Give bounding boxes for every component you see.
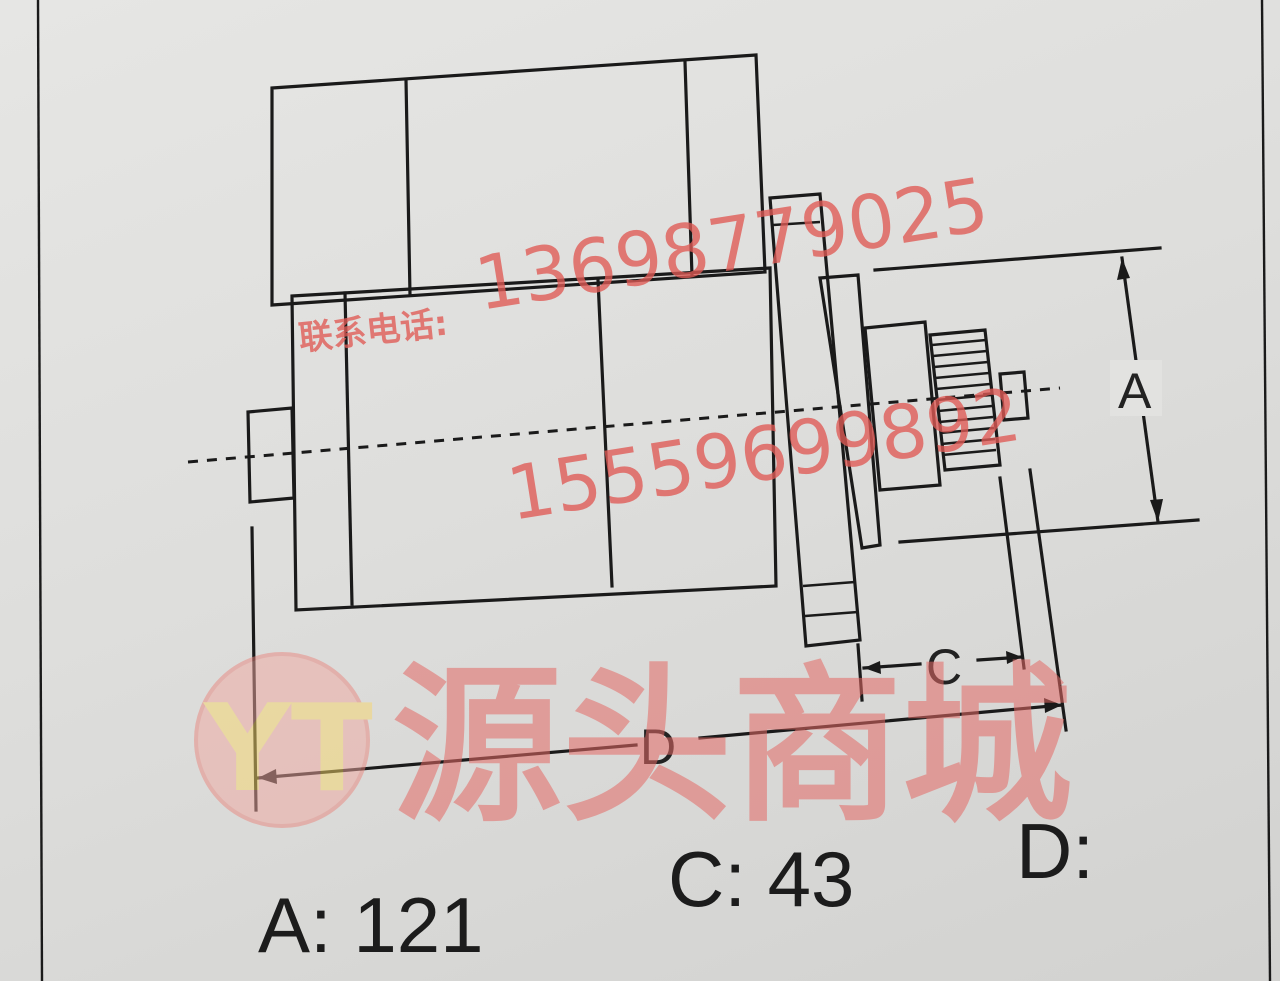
pinion-gear: [928, 328, 1002, 472]
shaft-tip: [998, 370, 1030, 422]
rear-end-cap: [246, 406, 296, 504]
value-c: C: 43: [668, 835, 854, 923]
watermark-brand: 源头商城: [392, 648, 1072, 846]
page-border-left: [36, 0, 44, 981]
page-border-right: [1260, 0, 1272, 981]
watermark-contact-label: 联系电话:: [297, 304, 450, 359]
dimension-d-label: D: [640, 719, 676, 775]
dimension-c-label: C: [926, 639, 962, 695]
mounting-flange: [768, 192, 882, 648]
center-line: [187, 386, 1061, 464]
nose-housing: [863, 320, 942, 492]
solenoid-body: [270, 53, 767, 307]
value-d: D:: [1016, 807, 1094, 895]
watermark-logo: YT: [194, 652, 373, 828]
dimension-c: C: [856, 476, 1026, 702]
watermark-phone-2: 15559699892: [501, 372, 1026, 538]
dimension-a-label: A: [1118, 363, 1152, 419]
dimension-a: A: [873, 246, 1200, 544]
value-a: A: 121: [258, 881, 484, 969]
watermark-logo-text: YT: [202, 680, 373, 819]
watermark-phone-1: 13698779025: [469, 162, 994, 328]
